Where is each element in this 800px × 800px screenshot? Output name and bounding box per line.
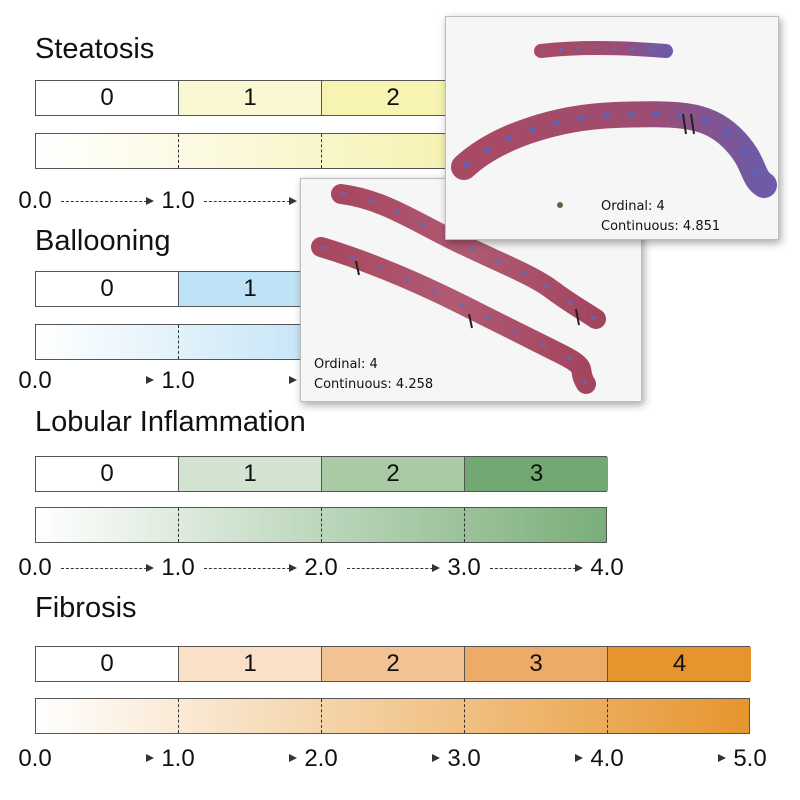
lobular-inflammation-grade-0: 0 [36, 457, 179, 491]
fibrosis-tick-label: 2.0 [304, 745, 338, 772]
steatosis-title: Steatosis [35, 33, 155, 65]
lobular-inflammation-tick-label: 1.0 [161, 554, 195, 581]
fibrosis-title: Fibrosis [35, 592, 137, 624]
lobular-inflammation-title: Lobular Inflammation [35, 406, 306, 438]
ballooning-continuous-divider [178, 325, 179, 359]
fibrosis-continuous-divider [321, 699, 322, 733]
lobular-inflammation-continuous-divider [321, 508, 322, 542]
tissue-image-upper [451, 41, 777, 208]
lower-ordinal-score: Ordinal: 4 [314, 357, 378, 372]
lobular-inflammation-axis-arrow [204, 564, 297, 572]
upper-continuous-score: Continuous: 4.851 [601, 219, 721, 234]
tissue-image-lower [311, 184, 606, 394]
slide-card-upper: Ordinal: 4 Continuous: 4.851 [445, 16, 779, 240]
fibrosis-grade-2: 2 [322, 647, 465, 681]
steatosis-axis-arrow [61, 197, 154, 205]
lobular-inflammation-continuous-bar [35, 507, 607, 543]
steatosis-continuous-divider [178, 134, 179, 168]
fibrosis-continuous-bar [35, 698, 750, 734]
lobular-inflammation-axis-arrow [490, 564, 583, 572]
steatosis-grade-0: 0 [36, 81, 179, 115]
fibrosis-continuous-divider [464, 699, 465, 733]
lobular-inflammation-grade-3: 3 [465, 457, 608, 491]
fibrosis-continuous-divider [178, 699, 179, 733]
fibrosis-tick-label: 1.0 [161, 745, 195, 772]
fibrosis-tick-label: 5.0 [733, 745, 767, 772]
fibrosis-grade-0: 0 [36, 647, 179, 681]
lobular-inflammation-tick-label: 0.0 [18, 554, 52, 581]
lobular-inflammation-tick-label: 2.0 [304, 554, 338, 581]
steatosis-axis-arrow [204, 197, 297, 205]
lobular-inflammation-tick-label: 3.0 [447, 554, 481, 581]
lobular-inflammation-grade-1: 1 [179, 457, 322, 491]
ballooning-grade-0: 0 [36, 272, 179, 306]
ballooning-tick-label: 0.0 [18, 367, 52, 394]
fibrosis-axis: 0.0 1.0 2.0 3.0 4.0 5.0 [0, 744, 800, 774]
steatosis-tick-label: 0.0 [18, 187, 52, 214]
fibrosis-tick-label: 3.0 [447, 745, 481, 772]
steatosis-grade-2: 2 [322, 81, 465, 115]
lobular-inflammation-axis-arrow [61, 564, 154, 572]
lobular-inflammation-axis-arrow [347, 564, 440, 572]
ballooning-tick-label: 1.0 [161, 367, 195, 394]
fibrosis-continuous-divider [607, 699, 608, 733]
fibrosis-grade-4: 4 [608, 647, 751, 681]
ballooning-grade-1: 1 [179, 272, 322, 306]
lobular-inflammation-tick-label: 4.0 [590, 554, 624, 581]
steatosis-tick-label: 1.0 [161, 187, 195, 214]
fibrosis-grade-3: 3 [465, 647, 608, 681]
fibrosis-tick-label: 0.0 [18, 745, 52, 772]
lower-continuous-score: Continuous: 4.258 [314, 377, 434, 392]
lobular-inflammation-continuous-divider [464, 508, 465, 542]
fibrosis-tick-label: 4.0 [590, 745, 624, 772]
fibrosis-grade-1: 1 [179, 647, 322, 681]
lobular-inflammation-continuous-divider [178, 508, 179, 542]
steatosis-grade-1: 1 [179, 81, 322, 115]
lobular-inflammation-axis: 0.0 1.0 2.0 3.0 4.0 [0, 553, 800, 583]
upper-ordinal-score: Ordinal: 4 [601, 199, 665, 214]
ballooning-title: Ballooning [35, 225, 171, 257]
steatosis-continuous-divider [321, 134, 322, 168]
lobular-inflammation-grade-2: 2 [322, 457, 465, 491]
